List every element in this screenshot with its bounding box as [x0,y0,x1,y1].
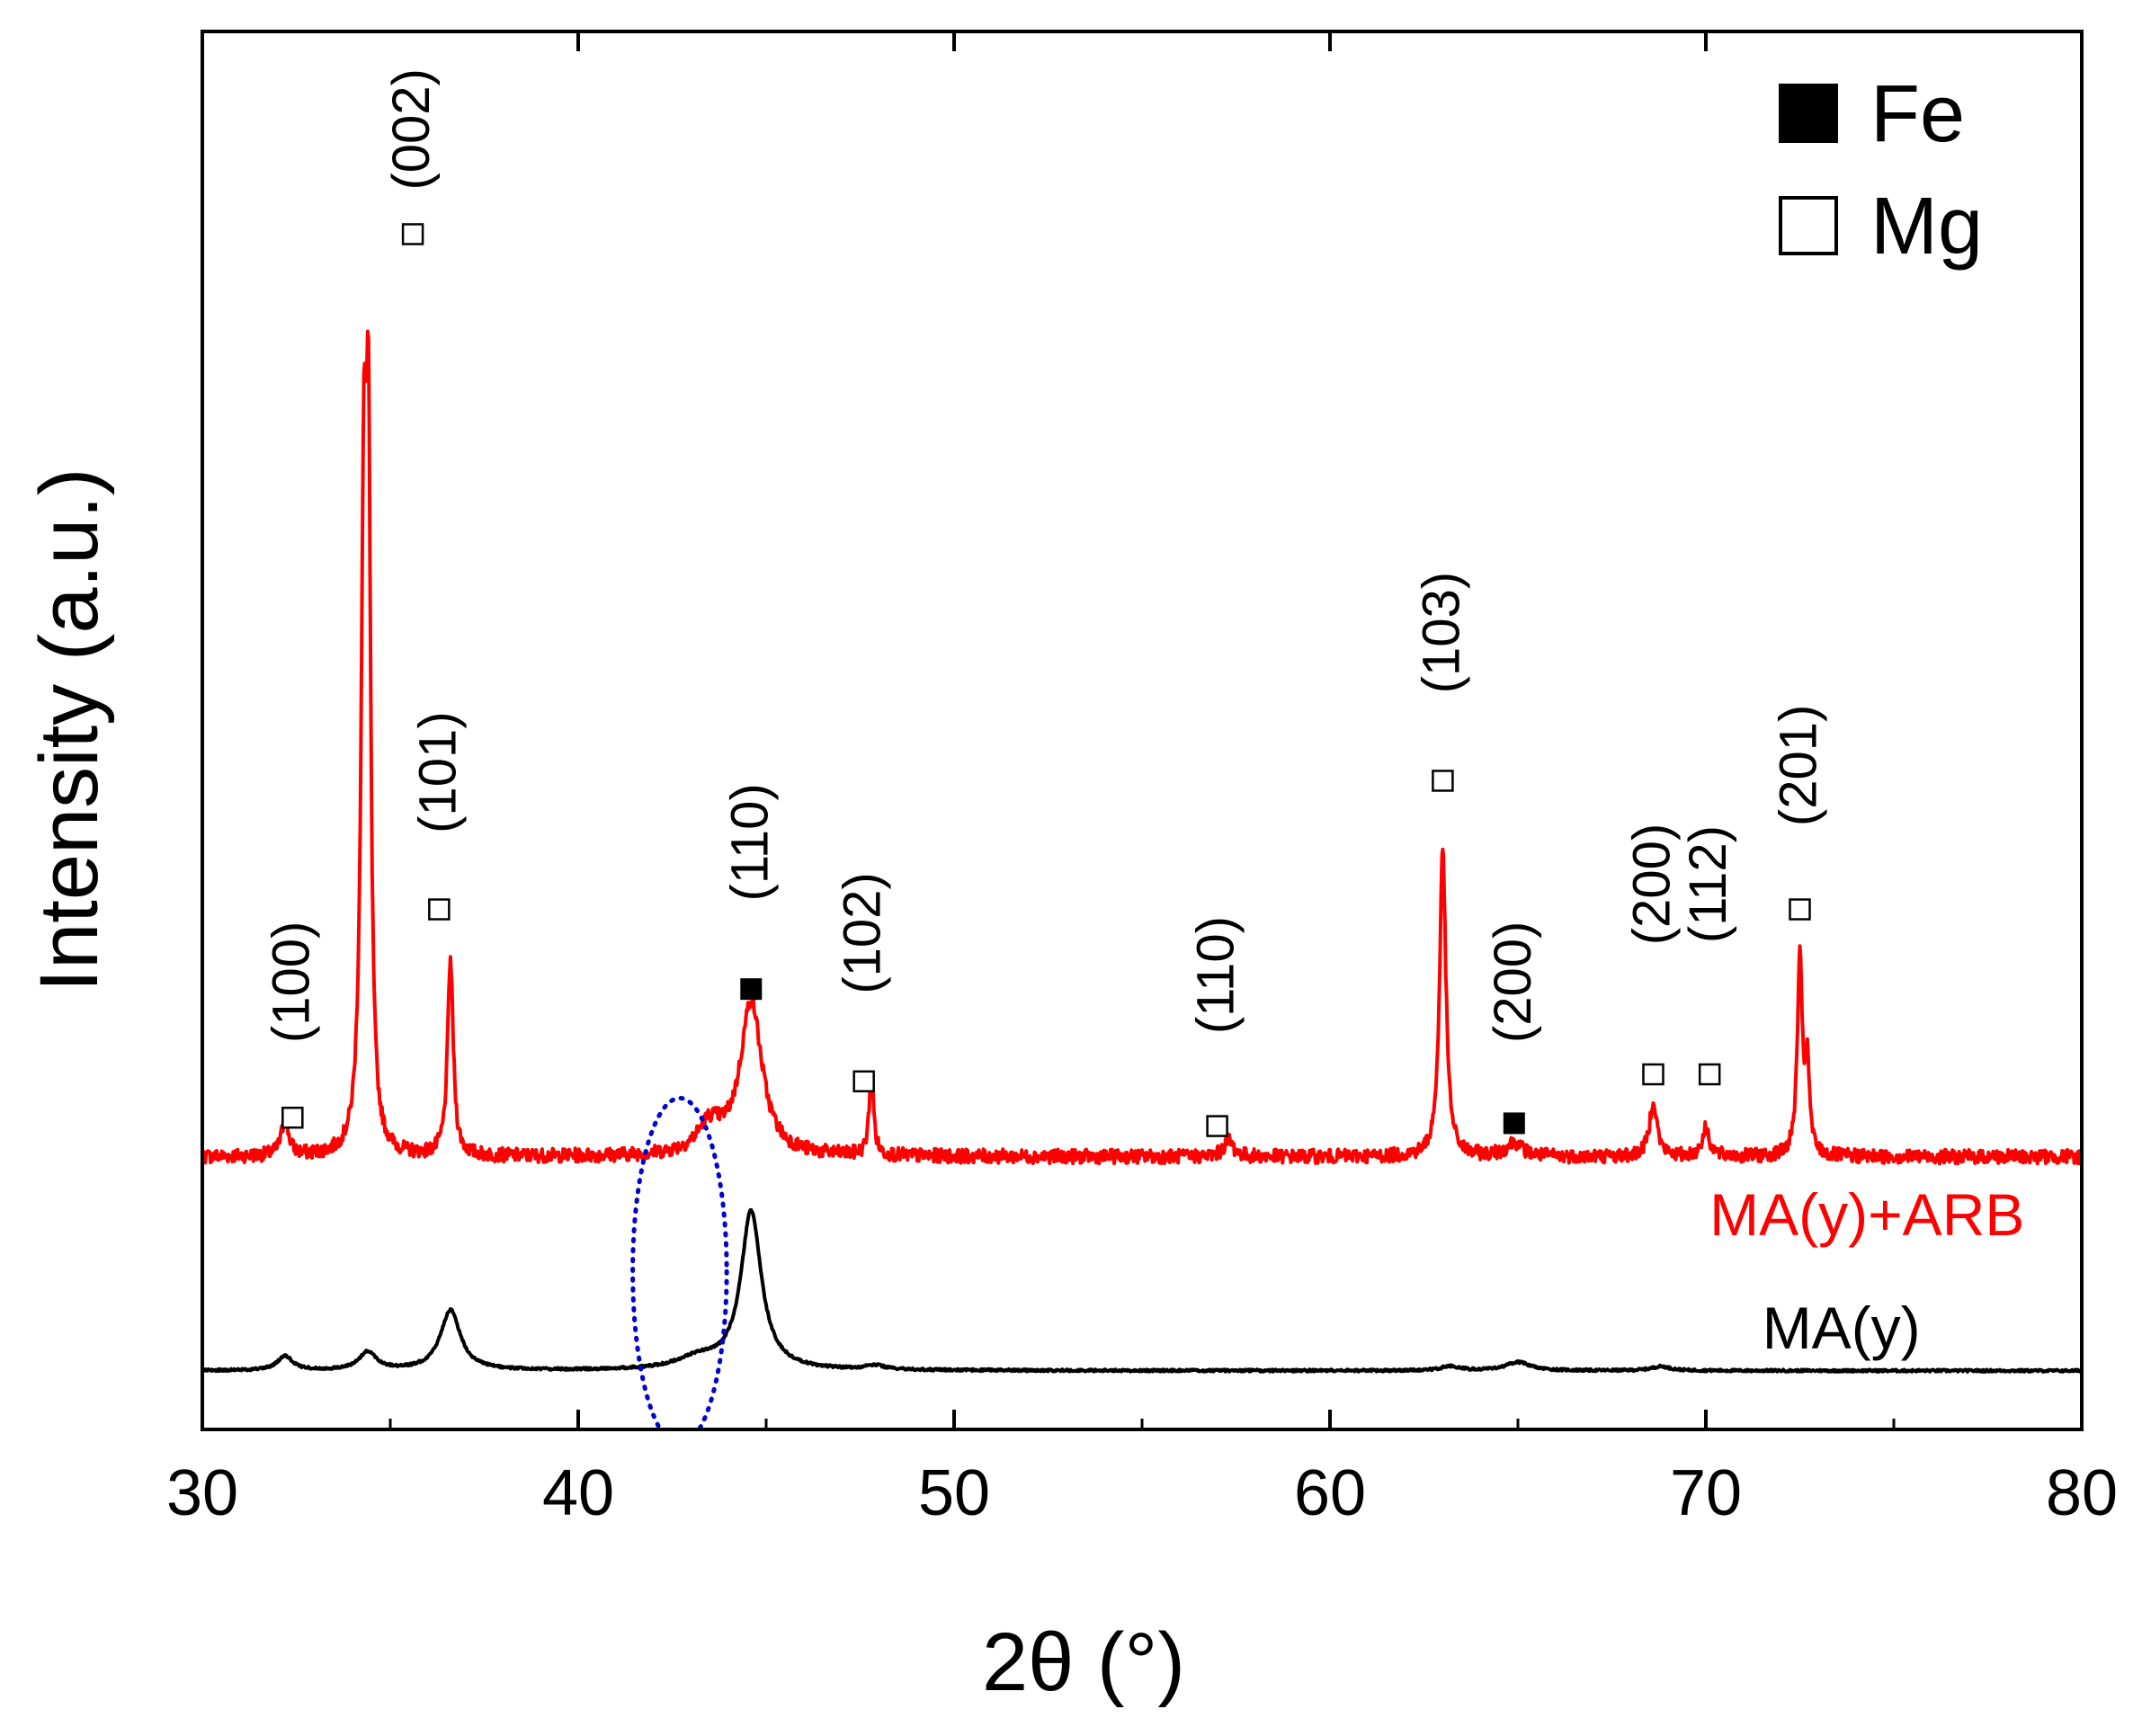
y-axis-title: Intensity (a.u.) [23,468,115,993]
plot-layer [202,329,2082,1429]
legend-label: Mg [1870,182,1983,272]
peak-label: (200) [1622,823,1681,945]
mg-marker [1698,1063,1721,1086]
mg-marker [1432,770,1454,792]
mg-marker [428,898,451,921]
series-line-ma-y [202,1207,2082,1374]
axis-layer: 30 40 50 60 70 80 [166,31,2118,1529]
legend-mg-icon [1779,196,1838,255]
highlight-ellipse [630,1096,729,1429]
mg-marker [852,1070,875,1093]
x-tick-label: 80 [2046,1457,2118,1529]
fe-marker [740,978,763,1001]
x-tick-label: 50 [918,1457,990,1529]
legend: Fe Mg [1779,69,1983,272]
series-label: MA(y)+ARB [1709,1181,2024,1248]
x-tick-label: 70 [1670,1457,1742,1529]
peak-label: (101) [408,711,467,832]
x-tick-label: 40 [542,1457,614,1529]
x-axis-title: 2θ (°) [982,1616,1185,1708]
x-tick-label: 60 [1294,1457,1366,1529]
fe-marker [1503,1112,1525,1135]
peak-label: (102) [834,872,892,993]
peak-label: (100) [262,921,320,1043]
annotation-layer: (100) (002) (101) (110) (102) (110) (103) (200)… [262,68,2024,1361]
mg-marker [1206,1115,1228,1137]
series-label: MA(y) [1763,1295,1921,1361]
mg-marker [1789,898,1811,921]
mg-marker [1642,1063,1665,1086]
legend-fe-icon [1779,84,1838,143]
peak-label: (110) [720,783,779,901]
legend-label: Fe [1870,69,1965,159]
mg-marker [401,223,424,245]
peak-label: (200) [1484,921,1542,1043]
peak-label: (110) [1187,916,1245,1034]
series-line-ma-y-arb [202,329,2082,1166]
mg-marker [281,1106,304,1129]
x-tick-label: 30 [166,1457,238,1529]
peak-label: (103) [1412,572,1470,693]
peak-label: (002) [382,68,441,190]
peak-label: (112) [1679,825,1737,943]
peak-label: (201) [1770,705,1828,826]
